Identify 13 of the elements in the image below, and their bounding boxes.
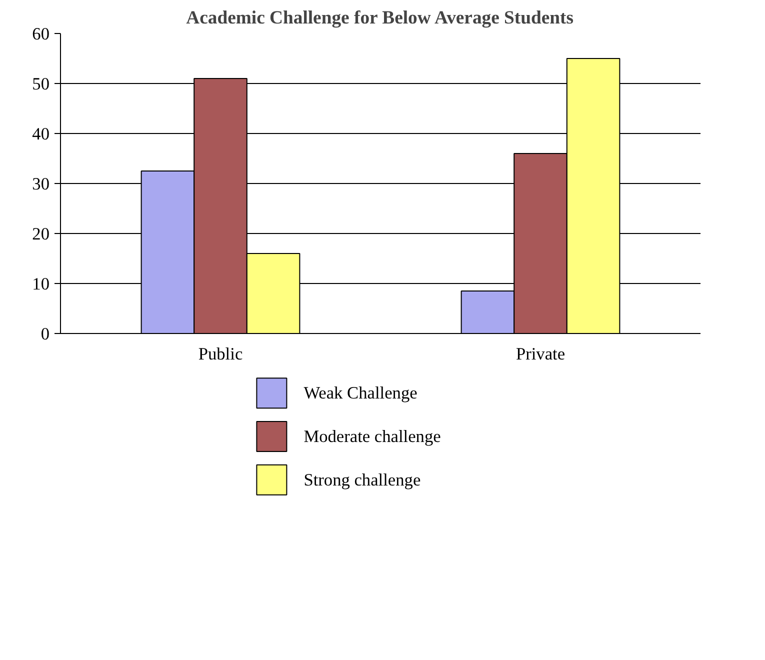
y-tick-label: 10 [32,274,50,294]
x-tick-label: Public [198,344,243,364]
y-tick-label: 50 [32,74,50,94]
legend-label: Moderate challenge [304,427,442,446]
legend-label: Strong challenge [304,470,421,490]
y-tick-label: 30 [32,174,50,194]
y-tick-label: 20 [32,224,50,244]
legend-label: Weak Challenge [304,384,418,403]
x-tick-label: Private [516,344,566,364]
y-tick-label: 60 [32,24,50,44]
y-tick-label: 0 [40,324,50,344]
y-tick-label: 40 [32,124,50,144]
chart-title: Academic Challenge for Below Average Students [186,8,574,28]
